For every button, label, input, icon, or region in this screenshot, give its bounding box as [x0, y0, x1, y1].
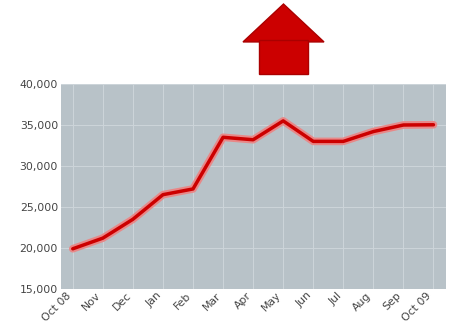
- Text: UP: UP: [354, 16, 384, 35]
- Polygon shape: [243, 4, 324, 42]
- Text: OCTOBER 2009: 35,028: OCTOBER 2009: 35,028: [11, 47, 211, 62]
- Text: Kent/Medway unemployed: Kent/Medway unemployed: [11, 18, 188, 31]
- Bar: [259, 40, 308, 74]
- Text: 5: 5: [362, 52, 376, 72]
